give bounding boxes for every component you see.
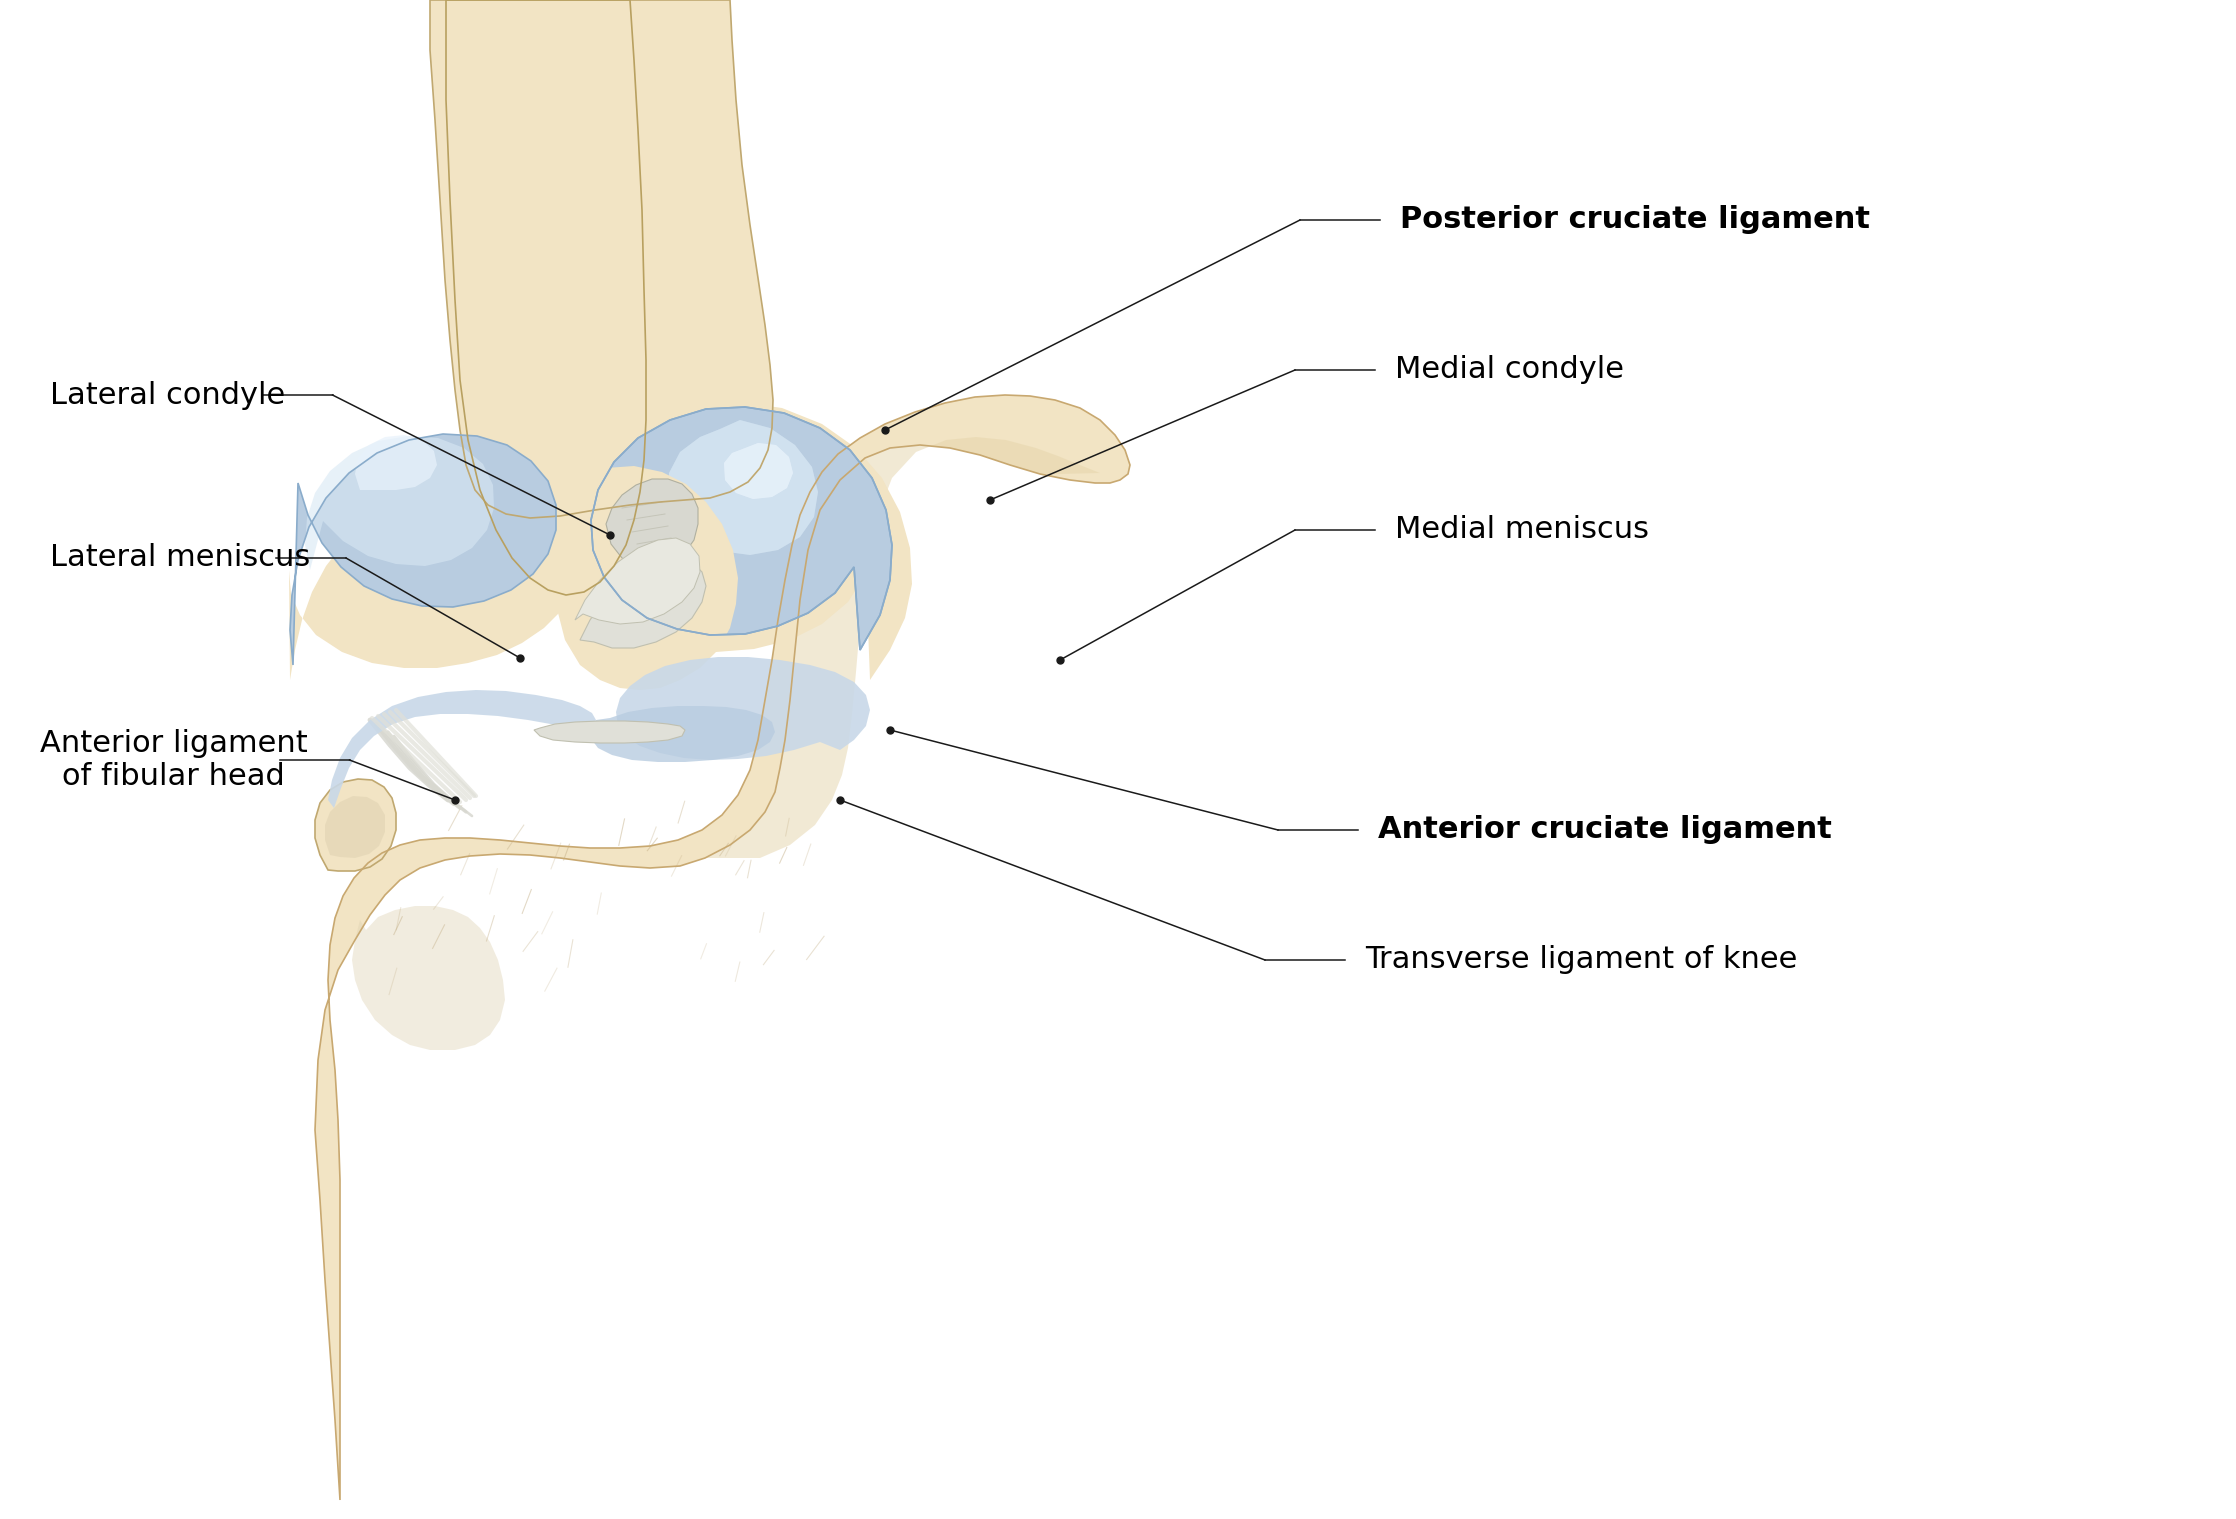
Polygon shape xyxy=(356,434,436,491)
Text: Posterior cruciate ligament: Posterior cruciate ligament xyxy=(1400,205,1869,234)
Polygon shape xyxy=(351,905,505,1050)
Polygon shape xyxy=(590,407,892,650)
Polygon shape xyxy=(590,706,776,763)
Polygon shape xyxy=(315,395,1129,1499)
Text: Anterior cruciate ligament: Anterior cruciate ligament xyxy=(1377,816,1831,845)
Polygon shape xyxy=(575,403,912,681)
Polygon shape xyxy=(445,0,646,595)
Polygon shape xyxy=(704,437,1100,858)
Polygon shape xyxy=(288,494,579,681)
Polygon shape xyxy=(534,722,684,743)
Polygon shape xyxy=(575,538,700,624)
Polygon shape xyxy=(324,796,385,858)
Text: Lateral condyle: Lateral condyle xyxy=(49,380,286,410)
Polygon shape xyxy=(615,658,870,760)
Polygon shape xyxy=(429,0,774,518)
Polygon shape xyxy=(315,779,396,870)
Text: Transverse ligament of knee: Transverse ligament of knee xyxy=(1364,945,1798,975)
Polygon shape xyxy=(291,434,557,665)
Text: Anterior ligament
of fibular head: Anterior ligament of fibular head xyxy=(40,729,309,791)
Polygon shape xyxy=(579,557,707,649)
Text: Medial condyle: Medial condyle xyxy=(1395,355,1623,384)
Polygon shape xyxy=(304,436,494,570)
Polygon shape xyxy=(724,444,794,500)
Text: Medial meniscus: Medial meniscus xyxy=(1395,515,1648,544)
Polygon shape xyxy=(329,690,597,808)
Polygon shape xyxy=(669,419,818,554)
Polygon shape xyxy=(669,419,818,554)
Polygon shape xyxy=(724,444,794,500)
Polygon shape xyxy=(590,407,892,650)
Text: Lateral meniscus: Lateral meniscus xyxy=(49,544,311,573)
Polygon shape xyxy=(557,466,738,690)
Polygon shape xyxy=(606,478,698,568)
